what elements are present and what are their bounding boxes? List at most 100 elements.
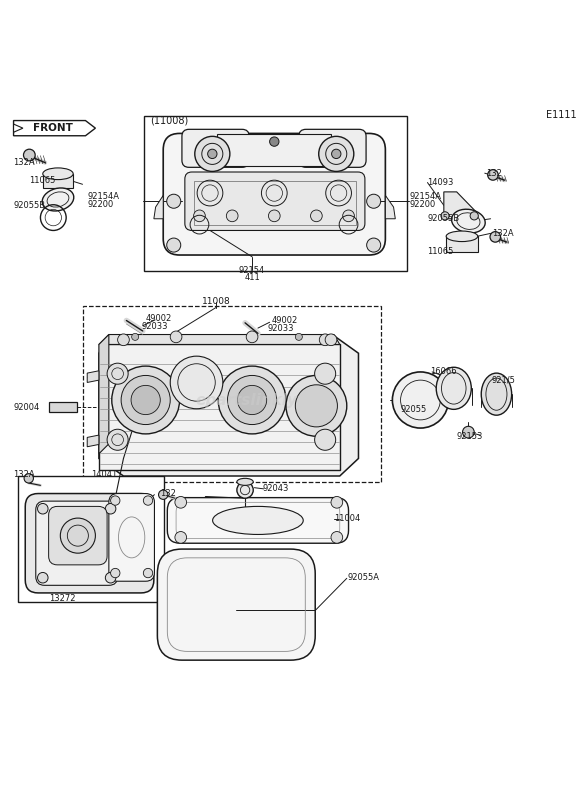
Text: 49002: 49002 <box>272 316 298 325</box>
Text: 11065: 11065 <box>427 247 454 256</box>
Circle shape <box>38 503 48 514</box>
Text: 132: 132 <box>486 169 502 178</box>
Bar <box>83 306 381 482</box>
Circle shape <box>332 150 341 158</box>
Text: 92033: 92033 <box>141 322 168 331</box>
Polygon shape <box>13 124 23 132</box>
Circle shape <box>270 137 279 146</box>
Polygon shape <box>99 334 340 345</box>
Polygon shape <box>154 195 163 218</box>
Circle shape <box>144 496 153 506</box>
Text: 14041: 14041 <box>91 470 118 479</box>
Circle shape <box>112 366 179 434</box>
Circle shape <box>170 356 223 409</box>
FancyBboxPatch shape <box>299 130 366 167</box>
Circle shape <box>488 170 498 180</box>
Circle shape <box>121 375 170 425</box>
Circle shape <box>131 386 161 414</box>
FancyBboxPatch shape <box>182 130 249 167</box>
Polygon shape <box>99 345 340 470</box>
Circle shape <box>111 496 120 506</box>
Circle shape <box>159 490 168 499</box>
Text: 92055B: 92055B <box>13 201 46 210</box>
Text: 92200: 92200 <box>410 200 436 210</box>
Circle shape <box>331 497 343 508</box>
Circle shape <box>24 474 33 483</box>
Circle shape <box>295 385 338 427</box>
Circle shape <box>226 210 238 222</box>
Circle shape <box>246 331 258 342</box>
Circle shape <box>237 482 253 498</box>
Text: 92033: 92033 <box>267 324 294 333</box>
Bar <box>49 402 77 412</box>
FancyBboxPatch shape <box>36 501 118 586</box>
FancyBboxPatch shape <box>109 494 155 582</box>
Text: 92004: 92004 <box>13 402 40 411</box>
Circle shape <box>218 366 286 434</box>
Text: 49002: 49002 <box>146 314 172 322</box>
Text: 132A: 132A <box>13 470 35 479</box>
Ellipse shape <box>452 210 485 233</box>
Circle shape <box>107 363 128 384</box>
Polygon shape <box>87 370 99 382</box>
Text: 13272: 13272 <box>49 594 76 603</box>
Circle shape <box>195 136 230 171</box>
Circle shape <box>167 194 180 208</box>
Polygon shape <box>386 195 396 218</box>
Circle shape <box>462 426 474 438</box>
Polygon shape <box>87 435 99 446</box>
Circle shape <box>319 334 331 346</box>
Text: 92153: 92153 <box>456 432 483 441</box>
Text: 11004: 11004 <box>334 514 360 523</box>
Circle shape <box>490 232 500 242</box>
Circle shape <box>193 210 205 222</box>
Circle shape <box>295 334 302 340</box>
Text: (11008): (11008) <box>150 115 188 126</box>
Text: epartslinkly: epartslinkly <box>195 393 297 407</box>
Circle shape <box>367 194 381 208</box>
Polygon shape <box>99 334 109 454</box>
Text: 132A: 132A <box>13 158 35 167</box>
Circle shape <box>170 331 182 342</box>
Circle shape <box>367 238 381 252</box>
Circle shape <box>319 136 354 171</box>
Text: 92055A: 92055A <box>348 574 380 582</box>
Text: 92154A: 92154A <box>410 192 442 201</box>
Circle shape <box>268 210 280 222</box>
Ellipse shape <box>446 231 478 242</box>
Text: 132: 132 <box>160 489 176 498</box>
Text: 92055: 92055 <box>401 405 427 414</box>
Circle shape <box>105 503 116 514</box>
Bar <box>193 181 356 225</box>
Circle shape <box>167 238 180 252</box>
Circle shape <box>175 531 186 543</box>
Circle shape <box>105 573 116 583</box>
Text: 11008: 11008 <box>202 298 230 306</box>
FancyBboxPatch shape <box>25 494 154 593</box>
Text: 921/5: 921/5 <box>492 376 516 385</box>
Circle shape <box>111 568 120 578</box>
Polygon shape <box>99 336 359 476</box>
Ellipse shape <box>43 168 73 180</box>
Bar <box>144 117 407 271</box>
FancyBboxPatch shape <box>168 498 349 543</box>
Circle shape <box>60 518 96 553</box>
Circle shape <box>331 531 343 543</box>
Bar <box>18 476 165 602</box>
Text: 16066: 16066 <box>430 367 456 377</box>
Circle shape <box>23 150 35 161</box>
Text: 14093: 14093 <box>427 178 454 187</box>
Text: 92055B: 92055B <box>427 214 459 223</box>
FancyBboxPatch shape <box>185 172 365 230</box>
Circle shape <box>107 430 128 450</box>
Ellipse shape <box>213 506 303 534</box>
Ellipse shape <box>237 478 253 486</box>
Text: 92154A: 92154A <box>87 192 119 201</box>
Circle shape <box>470 212 478 220</box>
Circle shape <box>325 334 337 346</box>
Circle shape <box>118 334 130 346</box>
Circle shape <box>441 212 449 220</box>
Polygon shape <box>13 121 96 136</box>
Circle shape <box>237 386 267 414</box>
Text: 11065: 11065 <box>29 176 55 185</box>
